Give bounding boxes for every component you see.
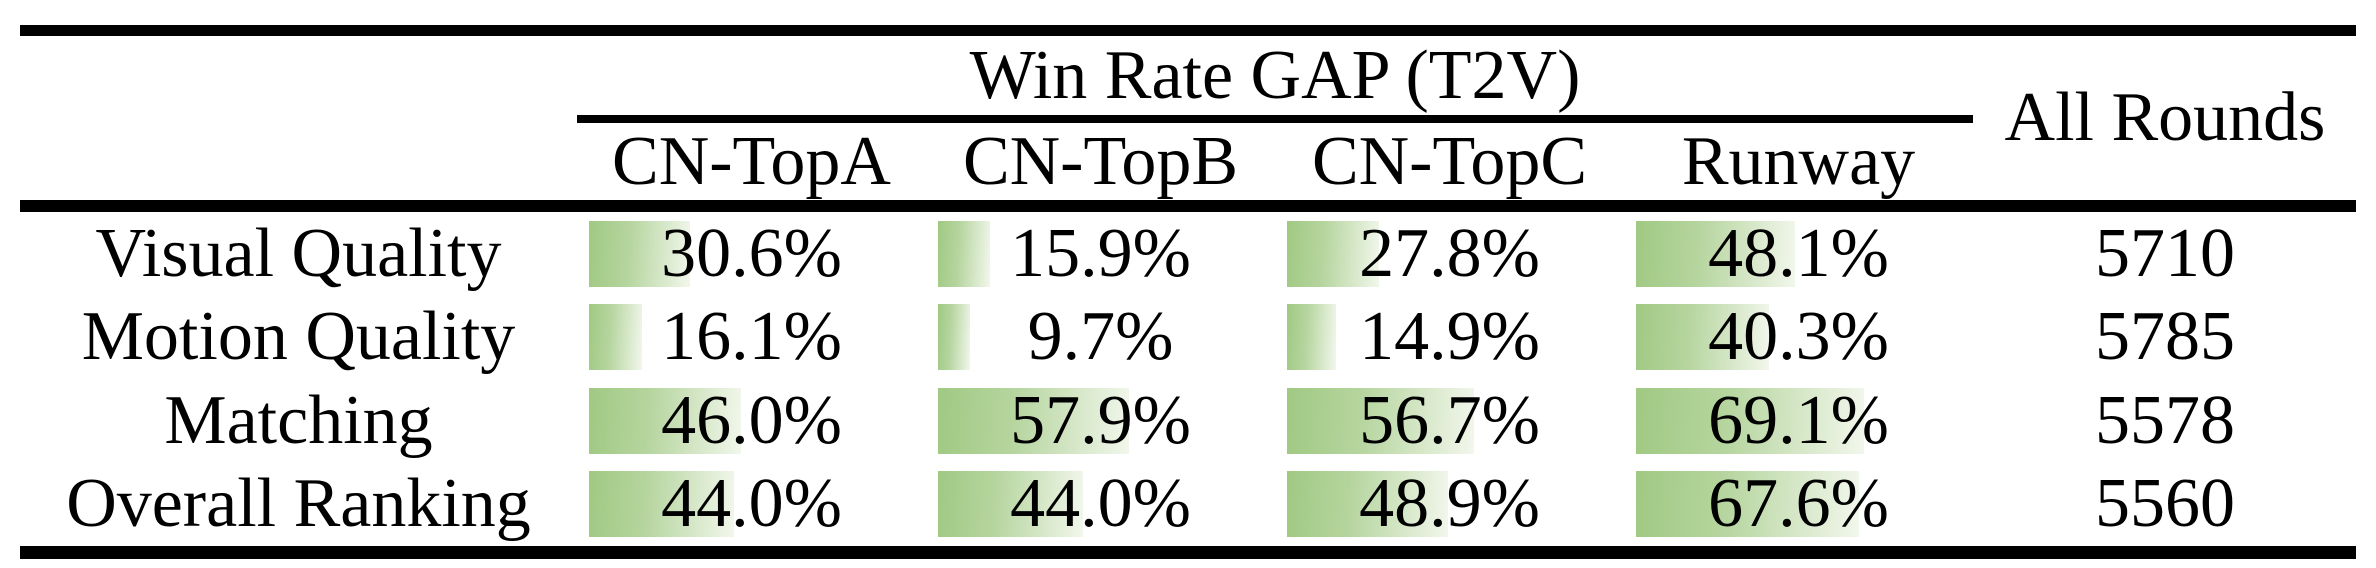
- win-rate-value: 16.1%: [661, 298, 842, 376]
- win-rate-bar: [1636, 387, 1865, 454]
- win-rate-value: 15.9%: [1010, 214, 1191, 292]
- win-rate-bar: [1287, 387, 1475, 454]
- win-rate-cell: 14.9%: [1275, 296, 1624, 380]
- win-rate-cell: 44.0%: [926, 463, 1275, 547]
- table-row: Matching 46.0% 57.9% 56.7% 69.1% 5578: [0, 379, 2376, 463]
- all-rounds-column-header: All Rounds: [2004, 79, 2326, 156]
- win-rate-cell: 40.3%: [1624, 296, 1973, 380]
- all-rounds-value: 5785: [2095, 298, 2235, 376]
- table-body: Visual Quality 30.6% 15.9% 27.8% 48.1% 5…: [0, 212, 2376, 546]
- win-rate-cell: 67.6%: [1624, 463, 1973, 547]
- win-rate-value: 48.9%: [1359, 465, 1540, 543]
- win-rate-cell: 16.1%: [577, 296, 926, 380]
- win-rate-bar: [589, 304, 643, 371]
- win-rate-bar: [938, 471, 1084, 538]
- table-row: Motion Quality 16.1% 9.7% 14.9% 40.3% 57…: [0, 296, 2376, 380]
- all-rounds-value: 5578: [2095, 381, 2235, 459]
- win-rate-value: 30.6%: [661, 214, 842, 292]
- win-rate-cell: 56.7%: [1275, 379, 1624, 463]
- win-rate-bar: [1636, 471, 1860, 538]
- win-rate-cell: 9.7%: [926, 296, 1275, 380]
- bottom-rule: [20, 546, 2356, 559]
- top-rule: [20, 25, 2356, 36]
- win-rate-value: 44.0%: [1010, 465, 1191, 543]
- win-rate-bar: [1287, 471, 1449, 538]
- win-rate-bar: [938, 304, 970, 371]
- win-rate-cell: 48.1%: [1624, 212, 1973, 296]
- all-rounds-value: 5710: [2095, 214, 2235, 292]
- header-separator-rule: [20, 200, 2356, 212]
- win-rate-value: 48.1%: [1708, 214, 1889, 292]
- win-rate-bar: [589, 387, 741, 454]
- column-header-cn-topc: CN-TopC: [1311, 122, 1588, 200]
- win-rate-value: 46.0%: [661, 381, 842, 459]
- win-rate-value: 27.8%: [1359, 214, 1540, 292]
- win-rate-bar: [1636, 304, 1769, 371]
- column-header-row: CN-TopA CN-TopB CN-TopC Runway: [0, 123, 2376, 200]
- win-rate-bar: [938, 387, 1130, 454]
- win-rate-bar: [589, 471, 735, 538]
- row-label: Overall Ranking: [66, 465, 531, 543]
- all-rounds-value: 5560: [2095, 465, 2235, 543]
- win-rate-cell: 15.9%: [926, 212, 1275, 296]
- win-rate-bar: [1287, 220, 1379, 287]
- win-rate-cell: 57.9%: [926, 379, 1275, 463]
- column-header-cn-topa: CN-TopA: [612, 122, 891, 200]
- win-rate-bar: [1636, 220, 1795, 287]
- win-rate-cell: 69.1%: [1624, 379, 1973, 463]
- win-rate-value: 57.9%: [1010, 381, 1191, 459]
- row-label: Motion Quality: [81, 298, 516, 376]
- win-rate-bar: [1287, 304, 1337, 371]
- table-row: Overall Ranking 44.0% 44.0% 48.9% 67.6% …: [0, 463, 2376, 547]
- row-label: Visual Quality: [95, 214, 502, 292]
- win-rate-value: 44.0%: [661, 465, 842, 543]
- win-rate-cell: 44.0%: [577, 463, 926, 547]
- win-rate-bar: [589, 220, 690, 287]
- win-rate-bar: [938, 220, 991, 287]
- group-header-title: Win Rate GAP (T2V): [969, 36, 1581, 114]
- table-row: Visual Quality 30.6% 15.9% 27.8% 48.1% 5…: [0, 212, 2376, 296]
- win-rate-value: 56.7%: [1359, 381, 1540, 459]
- win-rate-value: 67.6%: [1708, 465, 1889, 543]
- win-rate-cell: 27.8%: [1275, 212, 1624, 296]
- win-rate-value: 14.9%: [1359, 298, 1540, 376]
- win-rate-value: 40.3%: [1708, 298, 1889, 376]
- column-header-cn-topb: CN-TopB: [962, 122, 1239, 200]
- win-rate-value: 9.7%: [1027, 298, 1174, 376]
- win-rate-cell: 30.6%: [577, 212, 926, 296]
- column-header-runway: Runway: [1681, 122, 1916, 200]
- win-rate-cell: 48.9%: [1275, 463, 1624, 547]
- group-span-rule: [577, 115, 1973, 123]
- row-label: Matching: [164, 381, 433, 459]
- win-rate-value: 69.1%: [1708, 381, 1889, 459]
- win-rate-cell: 46.0%: [577, 379, 926, 463]
